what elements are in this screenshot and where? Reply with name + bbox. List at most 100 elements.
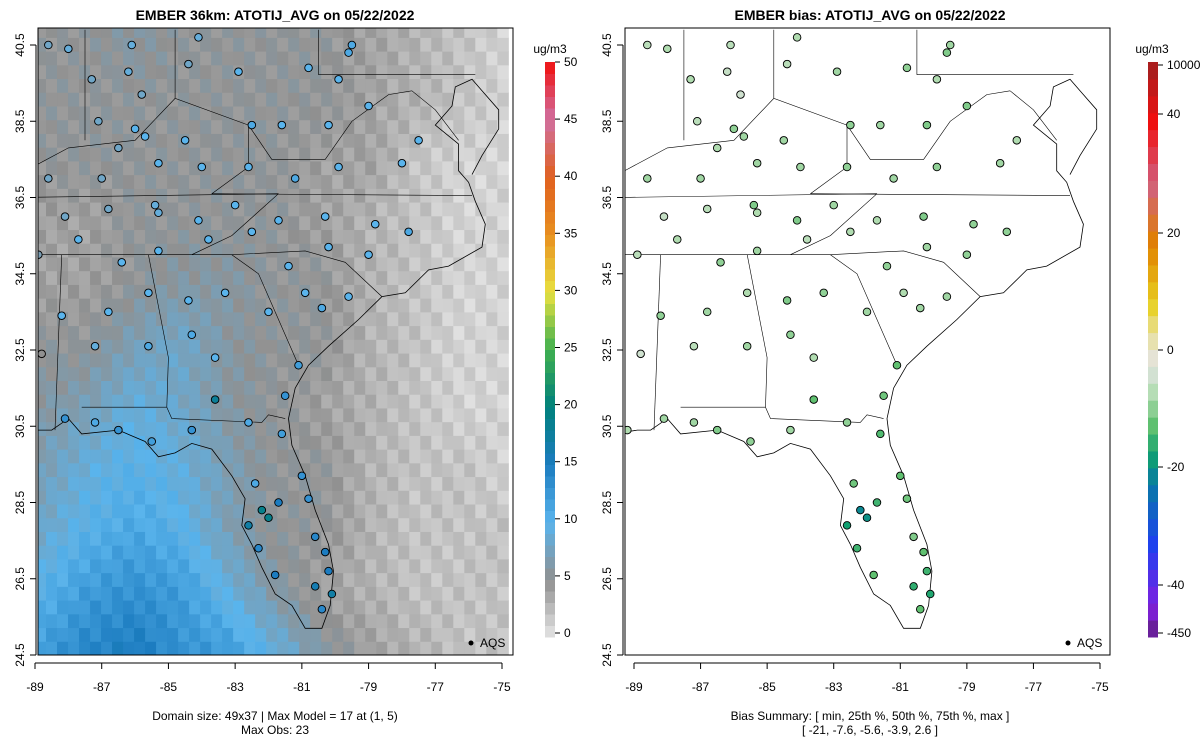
station-point [257, 505, 267, 515]
x-tick-label: -83 [226, 680, 244, 694]
model-grid-cell [442, 353, 454, 368]
model-grid-cell [310, 517, 322, 532]
model-grid-cell [200, 256, 212, 272]
model-grid-cell [288, 545, 300, 560]
model-grid-cell [255, 37, 267, 52]
model-grid-cell [189, 641, 201, 655]
station-point [250, 479, 260, 488]
model-grid-cell [365, 572, 377, 587]
model-grid-cell [332, 366, 344, 381]
model-grid-cell [497, 51, 509, 66]
model-grid-cell [90, 311, 102, 327]
state-border [248, 90, 412, 160]
model-grid-cell [420, 133, 432, 148]
legend-label: AQS [480, 636, 505, 650]
model-grid-cell [178, 613, 190, 629]
model-grid-cell [90, 449, 102, 464]
model-grid-cell [497, 572, 509, 587]
model-grid-cell [409, 229, 421, 244]
model-grid-cell [343, 243, 355, 258]
model-grid-cell [365, 160, 377, 176]
x-tick-label: -87 [692, 680, 710, 694]
model-grid-cell [178, 311, 190, 327]
model-grid-cell [387, 476, 399, 491]
legend-dot [468, 640, 474, 646]
model-grid-cell [365, 119, 377, 134]
model-grid-cell [167, 106, 179, 121]
model-grid-cell [255, 215, 267, 231]
model-grid-cell [431, 92, 443, 107]
model-grid-cell [387, 339, 399, 354]
model-grid-cell [409, 243, 421, 258]
model-grid-cell [409, 380, 421, 395]
model-grid-cell [123, 106, 135, 121]
station-point [942, 292, 952, 301]
model-grid-cell [409, 366, 421, 381]
model-grid-cell [178, 449, 190, 464]
model-grid-cell [398, 28, 410, 38]
model-grid-cell [57, 339, 69, 354]
model-grid-cell [475, 545, 487, 560]
station-point [320, 212, 330, 221]
model-grid-cell [46, 476, 58, 491]
station-point [842, 162, 852, 172]
model-grid-cell [387, 380, 399, 395]
model-grid-cell [244, 380, 256, 395]
model-grid-cell [101, 270, 113, 285]
station-point [244, 162, 253, 172]
model-grid-cell [464, 641, 476, 655]
model-grid-cell [310, 160, 322, 176]
model-grid-cell [409, 51, 421, 66]
model-grid-cell [68, 311, 80, 327]
y-tick-label: 34.5 [600, 262, 614, 286]
y-tick-label: 28.5 [600, 490, 614, 514]
model-grid-cell [332, 215, 344, 231]
model-grid-cell [46, 28, 58, 38]
model-grid-cell [233, 37, 245, 52]
station-point [809, 353, 818, 362]
station-point [689, 341, 699, 351]
station-point [643, 174, 652, 183]
colorbar-segment [1148, 434, 1158, 452]
model-grid-cell [376, 353, 388, 368]
model-grid-cell [332, 545, 344, 560]
model-grid-cell [497, 325, 509, 340]
model-grid-cell [321, 311, 333, 327]
model-grid-cell [57, 202, 69, 217]
model-grid-cell [167, 504, 179, 519]
model-grid-cell [409, 64, 421, 80]
model-grid-cell [233, 92, 245, 107]
model-grid-cell [68, 92, 80, 107]
model-grid-cell [123, 586, 135, 601]
model-grid-cell [354, 517, 366, 532]
model-grid-cell [156, 215, 168, 231]
model-grid-cell [178, 380, 190, 395]
model-grid-cell [200, 517, 212, 532]
model-grid-cell [464, 202, 476, 217]
model-grid-cell [178, 64, 190, 80]
model-grid-cell [233, 531, 245, 546]
station-point [896, 471, 905, 481]
model-grid-cell [442, 545, 454, 560]
model-grid-cell [464, 78, 476, 93]
model-grid-cell [222, 202, 234, 217]
model-grid-cell [101, 92, 113, 107]
station-point [932, 75, 942, 84]
station-point [290, 174, 300, 183]
model-grid-cell [475, 339, 487, 354]
model-grid-cell [321, 558, 333, 574]
model-grid-cell [167, 394, 179, 409]
model-grid-cell [431, 270, 443, 285]
model-grid-cell [46, 270, 58, 285]
model-grid-cell [79, 613, 91, 629]
model-grid-cell [420, 270, 432, 285]
model-grid-cell [68, 504, 80, 519]
model-grid-cell [156, 613, 168, 629]
model-grid-cell [233, 78, 245, 93]
model-grid-cell [255, 78, 267, 93]
x-tick-label: -89 [26, 680, 44, 694]
station-point [802, 235, 812, 244]
station-point [117, 258, 126, 267]
model-grid-cell [431, 627, 443, 642]
station-point [97, 174, 106, 183]
